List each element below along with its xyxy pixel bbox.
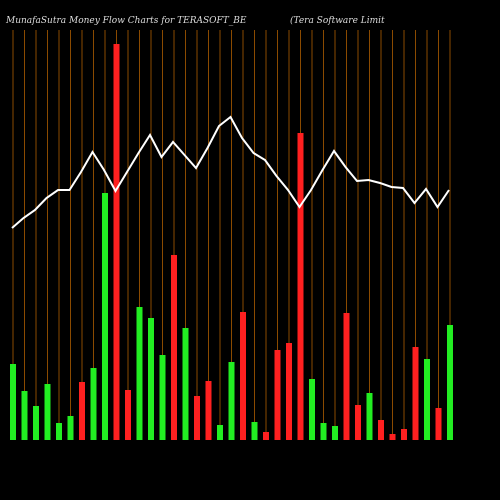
bar xyxy=(136,307,143,440)
bar xyxy=(79,382,85,440)
bar xyxy=(228,362,235,440)
bar xyxy=(33,406,39,440)
bar xyxy=(274,350,281,440)
bar xyxy=(435,408,442,440)
bar xyxy=(67,416,74,440)
bar xyxy=(251,422,258,440)
bar xyxy=(401,429,407,440)
bar xyxy=(21,391,28,440)
bar xyxy=(217,425,223,440)
bar xyxy=(309,379,315,440)
bar xyxy=(389,434,396,440)
bar xyxy=(366,393,373,440)
chart-title: MunafaSutra Money Flow Charts for TERASO… xyxy=(5,16,247,26)
bar xyxy=(412,347,419,440)
bar xyxy=(332,426,338,440)
bar xyxy=(113,44,120,440)
bar xyxy=(263,432,269,440)
bar xyxy=(194,396,200,440)
bar xyxy=(102,193,108,440)
bar xyxy=(159,355,166,440)
bar xyxy=(343,313,350,440)
bar xyxy=(378,420,384,440)
bar xyxy=(355,405,361,440)
bar xyxy=(182,328,189,440)
bar xyxy=(240,312,246,440)
bar xyxy=(148,318,154,440)
bar xyxy=(286,343,292,440)
bar xyxy=(171,255,177,440)
bar xyxy=(10,364,16,440)
bar xyxy=(424,359,430,440)
bar xyxy=(44,384,51,440)
bar xyxy=(90,368,97,440)
bar xyxy=(297,133,304,440)
bar xyxy=(56,423,62,440)
bar xyxy=(125,390,131,440)
price-line xyxy=(11,115,450,229)
bar xyxy=(447,325,453,440)
chart-subtitle: (Tera Software Limit xyxy=(290,15,385,26)
bar xyxy=(320,423,327,440)
bar xyxy=(205,381,212,440)
